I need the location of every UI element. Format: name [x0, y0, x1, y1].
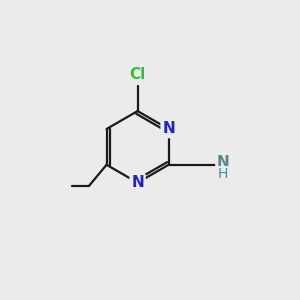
Text: Cl: Cl [130, 67, 146, 82]
Text: N: N [162, 122, 175, 136]
Text: N: N [216, 155, 229, 170]
Text: N: N [131, 175, 144, 190]
Text: H: H [218, 167, 228, 181]
